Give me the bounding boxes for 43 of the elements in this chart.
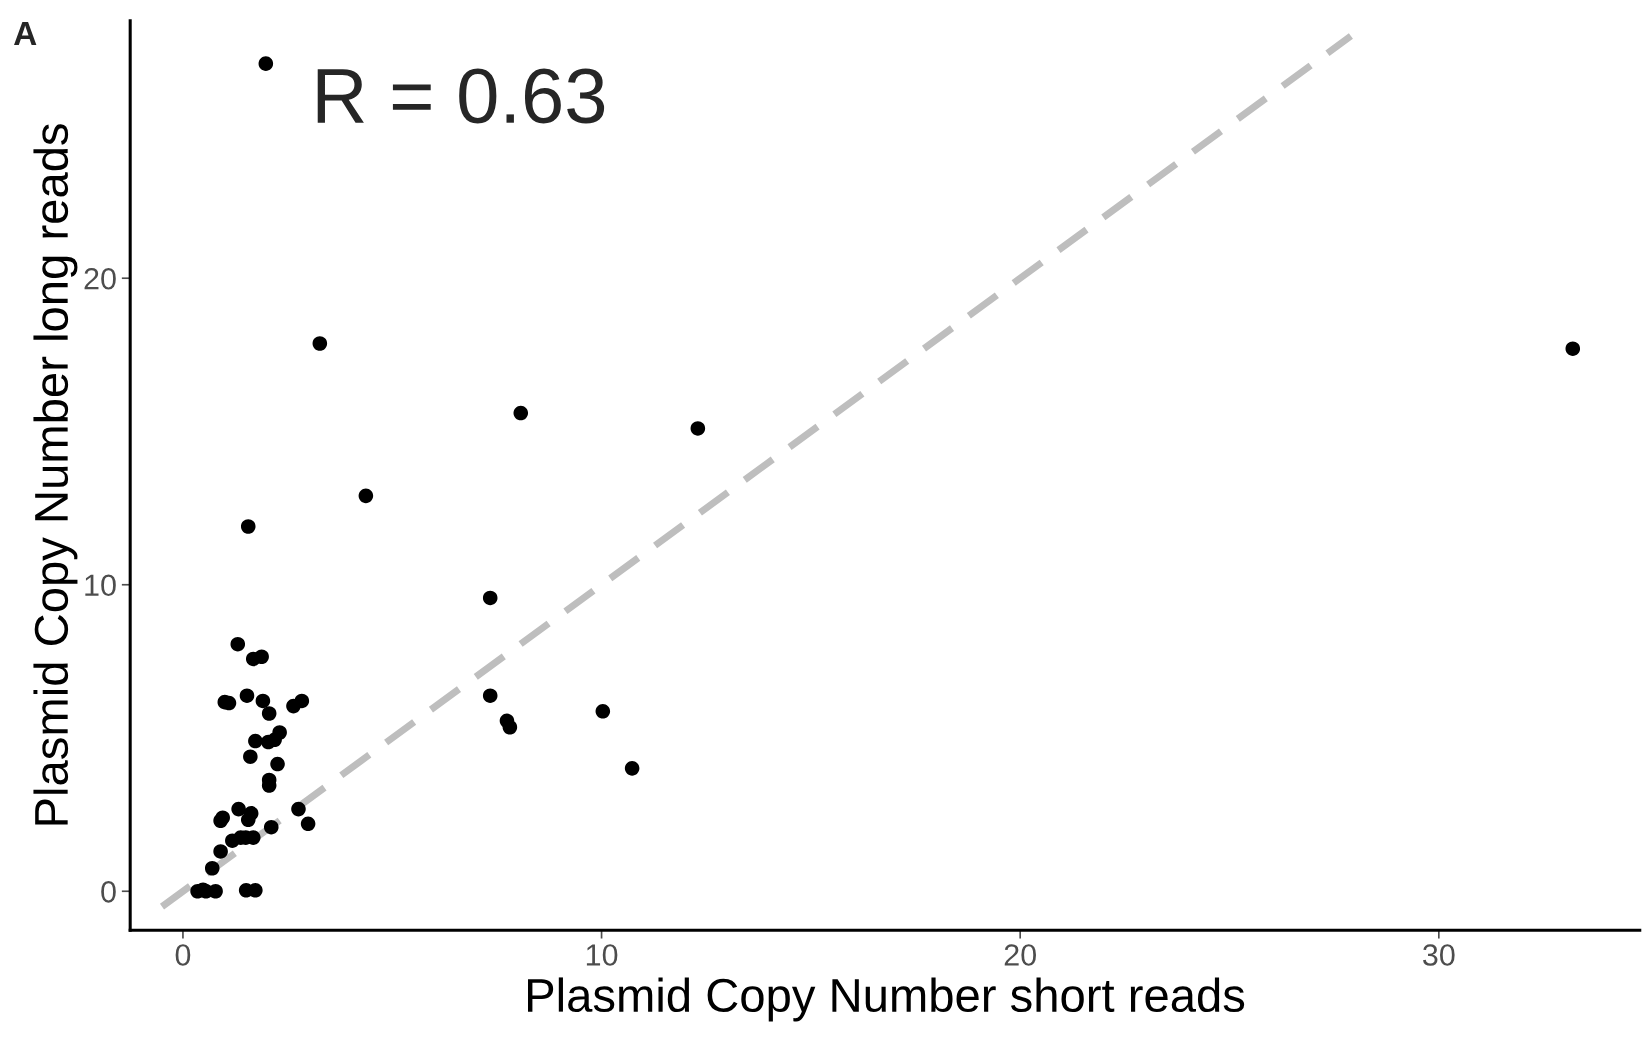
point bbox=[215, 810, 230, 825]
point bbox=[248, 883, 263, 898]
point bbox=[291, 801, 306, 817]
x-tick-label: 0 bbox=[175, 944, 191, 966]
point bbox=[230, 636, 246, 652]
annotation: R = 0.63 bbox=[317, 68, 605, 124]
y-tick-label: 20 bbox=[84, 267, 116, 290]
point bbox=[213, 844, 228, 859]
point bbox=[300, 816, 316, 832]
point bbox=[240, 812, 256, 828]
y-axis-title: Plasmid Copy Number long reads bbox=[33, 124, 78, 825]
point bbox=[231, 801, 246, 817]
point bbox=[258, 56, 274, 71]
point bbox=[255, 693, 271, 709]
x-axis-title: Plasmid Copy Number short reads bbox=[528, 977, 1245, 1022]
point bbox=[312, 336, 328, 351]
point bbox=[248, 733, 263, 749]
point bbox=[358, 488, 374, 504]
point bbox=[482, 590, 498, 606]
point bbox=[267, 732, 282, 748]
point bbox=[254, 649, 269, 665]
point bbox=[243, 749, 258, 764]
point bbox=[263, 819, 279, 835]
point bbox=[595, 704, 611, 719]
point bbox=[690, 421, 706, 436]
point bbox=[261, 706, 277, 721]
point bbox=[270, 756, 285, 772]
y-tick-label: 10 bbox=[85, 574, 116, 597]
x-tick-label: 20 bbox=[1004, 944, 1036, 966]
y-tick-label: 0 bbox=[101, 881, 116, 903]
point bbox=[239, 688, 255, 703]
text: A bbox=[14, 21, 37, 45]
point bbox=[502, 719, 518, 735]
point bbox=[624, 761, 640, 776]
point bbox=[513, 405, 529, 421]
point bbox=[482, 688, 498, 703]
point bbox=[1565, 341, 1581, 356]
point bbox=[208, 883, 223, 899]
x-tick-label: 30 bbox=[1422, 944, 1455, 966]
point bbox=[204, 860, 220, 876]
point bbox=[294, 693, 310, 709]
x-tick-label: 10 bbox=[586, 944, 618, 966]
point bbox=[240, 519, 256, 534]
